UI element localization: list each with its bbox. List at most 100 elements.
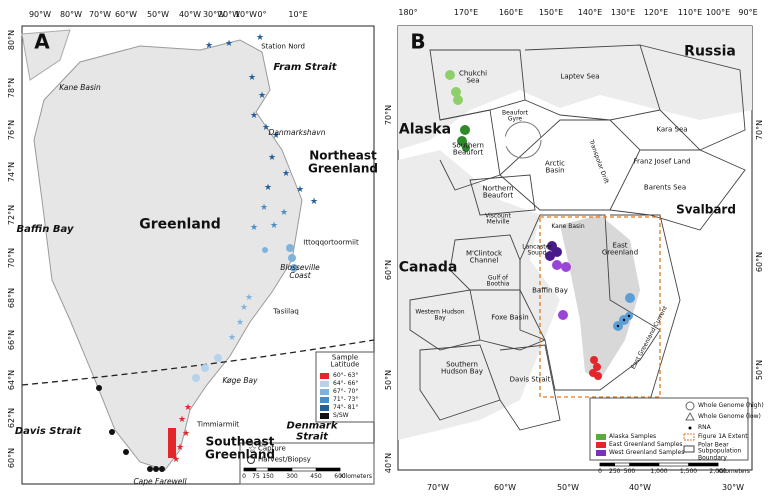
longitude-label: 10°E xyxy=(288,9,308,19)
svg-text:★: ★ xyxy=(228,333,236,343)
place-label: Baffin Bay xyxy=(532,286,568,295)
scale-label: 2,000 xyxy=(709,467,727,475)
scale-label: 150 xyxy=(262,472,274,480)
svg-text:★: ★ xyxy=(270,221,278,231)
place-label: Køge Bay xyxy=(222,376,258,386)
scale-label: 300 xyxy=(286,472,298,480)
place-label: Gulf of Boothia xyxy=(486,274,510,288)
latitude-label: 60°N xyxy=(6,447,16,469)
longitude-label: 150°E xyxy=(538,7,564,17)
place-label: Franz Josef Land xyxy=(633,157,691,166)
place-label: Timmiarmiit xyxy=(196,420,240,429)
longitude-label: 80°W xyxy=(59,9,83,19)
place-label: Tasiilaq xyxy=(273,307,299,316)
place-label: Ittoqqortoormiit xyxy=(303,238,359,247)
svg-text:★: ★ xyxy=(184,403,192,413)
svg-text:★: ★ xyxy=(264,183,272,193)
beaufort-gyre-arrow xyxy=(504,121,542,159)
latitude-label: 60°N xyxy=(754,251,764,273)
latitude-label: 66°N xyxy=(6,329,16,351)
place-label: Denmark Strait xyxy=(286,420,338,442)
longitude-label: 50°W xyxy=(146,9,170,19)
svg-text:★: ★ xyxy=(296,185,304,195)
svg-text:★: ★ xyxy=(248,73,256,83)
place-label: Laptev Sea xyxy=(560,72,600,81)
legend-label: 71°- 73° xyxy=(333,395,359,403)
svg-text:★: ★ xyxy=(258,91,266,101)
svg-text:★: ★ xyxy=(260,203,268,213)
legend-label: 60°- 63° xyxy=(333,371,359,379)
place-label: Station Nord xyxy=(261,42,305,51)
place-label: Baffin Bay xyxy=(16,223,74,235)
svg-text:★: ★ xyxy=(250,223,258,233)
longitude-label: 60°W xyxy=(114,9,138,19)
place-label: Blosseville Coast xyxy=(280,263,320,280)
longitude-label: 40°W xyxy=(178,9,202,19)
svg-text:★: ★ xyxy=(256,33,264,43)
place-label: East Greenland xyxy=(601,241,639,257)
scale-label: 0 xyxy=(598,467,602,475)
symbol-label: RNA xyxy=(698,423,711,431)
scale-label: 250 xyxy=(609,467,621,475)
longitude-label: 70°W xyxy=(426,482,450,492)
svg-text:★: ★ xyxy=(182,429,190,439)
scale-label: 500 xyxy=(623,467,636,475)
scale-segment xyxy=(244,468,256,471)
longitude-label: 110°E xyxy=(677,7,703,17)
symbol-legend-a-box xyxy=(239,442,375,485)
latitude-label: 68°N xyxy=(6,287,16,309)
place-label: Viscount Melville xyxy=(485,212,511,226)
longitude-label: 140°E xyxy=(577,7,603,17)
place-label: Kara Sea xyxy=(656,125,688,134)
place-label: Greenland xyxy=(139,216,221,233)
legend-swatch xyxy=(320,413,329,419)
place-label: Arctic Basin xyxy=(545,159,565,175)
symbol-label: Capture xyxy=(258,444,286,453)
latitude-label: 72°N xyxy=(6,204,16,226)
svg-text:★: ★ xyxy=(282,169,290,179)
place-label: Cape Farewell xyxy=(133,477,187,487)
legend-swatch xyxy=(596,434,606,440)
latitude-label: 70°N xyxy=(6,247,16,269)
longitude-label: 10°W xyxy=(234,9,258,19)
place-label: Southern Beaufort xyxy=(452,141,484,157)
legend-swatch xyxy=(320,389,329,395)
place-label: Chukchi Sea xyxy=(458,69,488,85)
place-label: Fram Strait xyxy=(273,61,337,73)
svg-text:★: ★ xyxy=(245,293,253,303)
longitude-label: 180° xyxy=(398,7,418,17)
longitude-label: 60°W xyxy=(493,482,517,492)
panel-letter: B xyxy=(410,29,426,54)
scale-unit: Kilometers xyxy=(717,467,751,475)
place-label: Beaufort Gyre xyxy=(502,109,528,123)
latitude-label: 76°N xyxy=(6,119,16,141)
svg-text:★: ★ xyxy=(268,153,276,163)
wg-low-symbol xyxy=(685,411,695,421)
symbol-label: Whole Genome (low) xyxy=(698,412,761,420)
latitude-label: 70°N xyxy=(754,119,764,141)
legend-label: Figure 1A Extent xyxy=(698,432,748,440)
longitude-label: 50°W xyxy=(556,482,580,492)
place-label: Northern Beaufort xyxy=(482,184,514,200)
svg-text:★: ★ xyxy=(262,123,270,133)
scale-label: 1,500 xyxy=(679,467,698,475)
legend-swatch xyxy=(320,397,329,403)
legend-label: Alaska Samples xyxy=(609,432,657,440)
legend-title: Sample Latitude xyxy=(330,353,360,369)
longitude-label: 40°W xyxy=(628,482,652,492)
scale-segment xyxy=(268,468,292,471)
scale-segment xyxy=(316,468,340,471)
svg-text:★: ★ xyxy=(236,318,244,328)
svg-text:★: ★ xyxy=(172,455,180,465)
longitude-label: 100°E xyxy=(705,7,731,17)
longitude-label: 90°E xyxy=(738,7,758,17)
legend-swatch xyxy=(320,381,329,387)
latitude-label: 70°N xyxy=(383,104,393,126)
star-symbol: ☆ xyxy=(248,444,257,455)
latitude-label: 80°N xyxy=(6,29,16,51)
place-label: Northeast Greenland xyxy=(308,148,378,175)
svg-text:★: ★ xyxy=(225,39,233,49)
svg-text:★: ★ xyxy=(250,111,258,121)
place-label: Canada xyxy=(398,259,458,276)
